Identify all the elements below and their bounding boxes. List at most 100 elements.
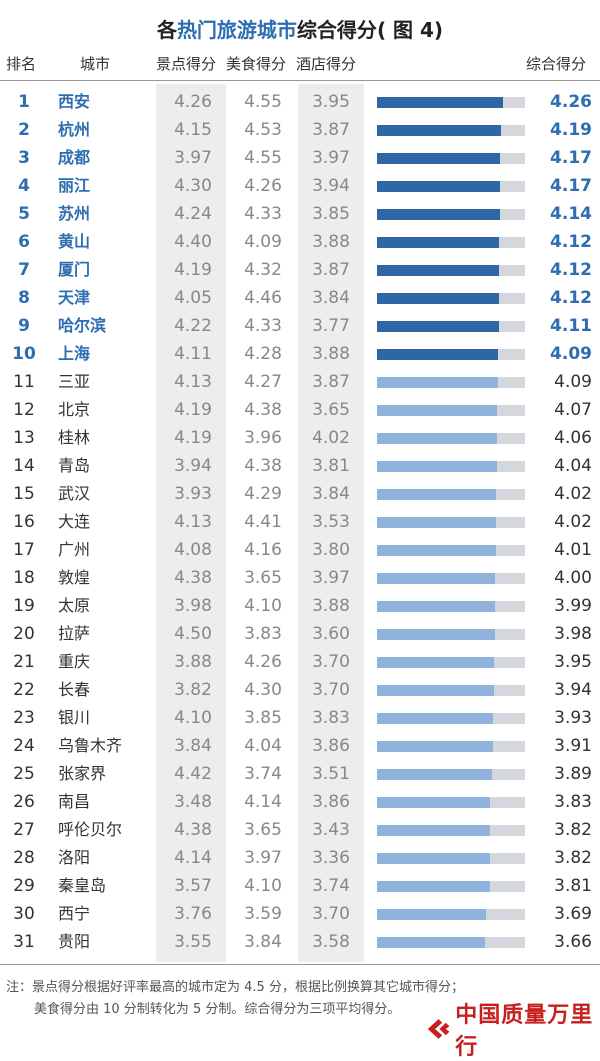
score-bar xyxy=(377,489,496,500)
check-chevron-logo-icon xyxy=(427,1019,450,1039)
title-figure-number: ( 图 4) xyxy=(376,18,444,42)
food-score-cell: 4.27 xyxy=(244,372,282,392)
score-bar-track xyxy=(377,573,525,584)
city-cell: 哈尔滨 xyxy=(58,316,107,335)
food-score-cell: 4.14 xyxy=(244,792,282,812)
table-row: 27 呼伦贝尔 4.38 3.65 3.43 3.82 xyxy=(0,816,600,844)
score-bar-track xyxy=(377,433,525,444)
score-bar-track xyxy=(377,685,525,696)
food-score-cell: 3.65 xyxy=(244,820,282,840)
table-row: 4 丽江 4.30 4.26 3.94 4.17 xyxy=(0,172,600,200)
hotel-score-cell: 3.81 xyxy=(312,456,350,476)
sight-score-cell: 4.19 xyxy=(174,428,212,448)
city-cell: 厦门 xyxy=(58,260,91,279)
score-bar-track xyxy=(377,461,525,472)
sight-score-cell: 3.76 xyxy=(174,904,212,924)
hotel-score-cell: 3.86 xyxy=(312,792,350,812)
hotel-score-cell: 3.88 xyxy=(312,344,350,364)
table-row: 16 大连 4.13 4.41 3.53 4.02 xyxy=(0,508,600,536)
table-row: 18 敦煌 4.38 3.65 3.97 4.00 xyxy=(0,564,600,592)
score-bar-track xyxy=(377,125,525,136)
sight-score-cell: 3.94 xyxy=(174,456,212,476)
hotel-score-cell: 3.87 xyxy=(312,372,350,392)
food-score-cell: 4.29 xyxy=(244,484,282,504)
total-score-cell: 4.11 xyxy=(550,316,592,336)
score-bar-track xyxy=(377,489,525,500)
sight-score-cell: 4.13 xyxy=(174,372,212,392)
header-sight: 景点得分 xyxy=(156,55,217,73)
header-total: 综合得分 xyxy=(526,55,587,73)
sight-score-cell: 4.14 xyxy=(174,848,212,868)
score-bar xyxy=(377,825,490,836)
score-bar-track xyxy=(377,97,525,108)
total-score-cell: 3.69 xyxy=(554,904,592,924)
hotel-score-cell: 3.65 xyxy=(312,400,350,420)
rank-cell: 19 xyxy=(13,596,35,616)
hotel-score-cell: 3.70 xyxy=(312,904,350,924)
sight-score-cell: 3.55 xyxy=(174,932,212,952)
food-score-cell: 4.32 xyxy=(244,260,282,280)
hotel-score-cell: 3.88 xyxy=(312,596,350,616)
chart-title: 各热门旅游城市综合得分( 图 4) xyxy=(0,16,600,44)
total-score-cell: 3.95 xyxy=(554,652,592,672)
city-cell: 成都 xyxy=(58,148,91,167)
food-score-cell: 4.30 xyxy=(244,680,282,700)
food-score-cell: 3.96 xyxy=(244,428,282,448)
hotel-score-cell: 3.74 xyxy=(312,876,350,896)
food-score-cell: 3.97 xyxy=(244,848,282,868)
score-bar xyxy=(377,601,495,612)
header-food: 美食得分 xyxy=(226,55,287,73)
score-bar-track xyxy=(377,657,525,668)
city-cell: 银川 xyxy=(58,708,91,727)
city-cell: 西安 xyxy=(58,92,91,111)
total-score-cell: 3.94 xyxy=(554,680,592,700)
score-bar xyxy=(377,377,498,388)
rank-cell: 15 xyxy=(13,484,35,504)
rank-cell: 26 xyxy=(13,792,35,812)
table-row: 26 南昌 3.48 4.14 3.86 3.83 xyxy=(0,788,600,816)
total-score-cell: 4.09 xyxy=(554,372,592,392)
total-score-cell: 3.91 xyxy=(554,736,592,756)
sight-score-cell: 3.84 xyxy=(174,736,212,756)
table-row: 9 哈尔滨 4.22 4.33 3.77 4.11 xyxy=(0,312,600,340)
score-bar xyxy=(377,125,501,136)
score-bar xyxy=(377,741,493,752)
table-row: 14 青岛 3.94 4.38 3.81 4.04 xyxy=(0,452,600,480)
table-row: 15 武汉 3.93 4.29 3.84 4.02 xyxy=(0,480,600,508)
city-cell: 桂林 xyxy=(58,428,91,447)
city-cell: 天津 xyxy=(58,288,91,307)
city-cell: 呼伦贝尔 xyxy=(58,820,123,839)
sight-score-cell: 4.05 xyxy=(174,288,212,308)
rank-cell: 27 xyxy=(13,820,35,840)
food-score-cell: 4.53 xyxy=(244,120,282,140)
header-divider xyxy=(0,80,600,81)
score-bar-track xyxy=(377,853,525,864)
hotel-score-cell: 3.87 xyxy=(312,120,350,140)
hotel-score-cell: 4.02 xyxy=(312,428,350,448)
table-row: 20 拉萨 4.50 3.83 3.60 3.98 xyxy=(0,620,600,648)
score-bar-track xyxy=(377,349,525,360)
food-score-cell: 4.33 xyxy=(244,204,282,224)
table-row: 21 重庆 3.88 4.26 3.70 3.95 xyxy=(0,648,600,676)
rank-cell: 13 xyxy=(13,428,35,448)
score-bar xyxy=(377,265,499,276)
sight-score-cell: 4.26 xyxy=(174,92,212,112)
total-score-cell: 3.66 xyxy=(554,932,592,952)
score-bar-track xyxy=(377,405,525,416)
food-score-cell: 4.09 xyxy=(244,232,282,252)
table-row: 17 广州 4.08 4.16 3.80 4.01 xyxy=(0,536,600,564)
city-cell: 三亚 xyxy=(58,372,91,391)
food-score-cell: 4.04 xyxy=(244,736,282,756)
sight-score-cell: 4.15 xyxy=(174,120,212,140)
brand-logo: 中国质量万里行 xyxy=(426,1002,600,1060)
score-bar xyxy=(377,853,490,864)
hotel-score-cell: 3.95 xyxy=(312,92,350,112)
city-cell: 广州 xyxy=(58,540,91,559)
header-hotel: 酒店得分 xyxy=(296,55,357,73)
food-score-cell: 4.55 xyxy=(244,148,282,168)
logo-text: 中国质量万里行 xyxy=(455,1002,594,1060)
score-bar xyxy=(377,405,497,416)
score-bar xyxy=(377,237,499,248)
rank-cell: 6 xyxy=(18,232,30,252)
score-bar xyxy=(377,573,495,584)
